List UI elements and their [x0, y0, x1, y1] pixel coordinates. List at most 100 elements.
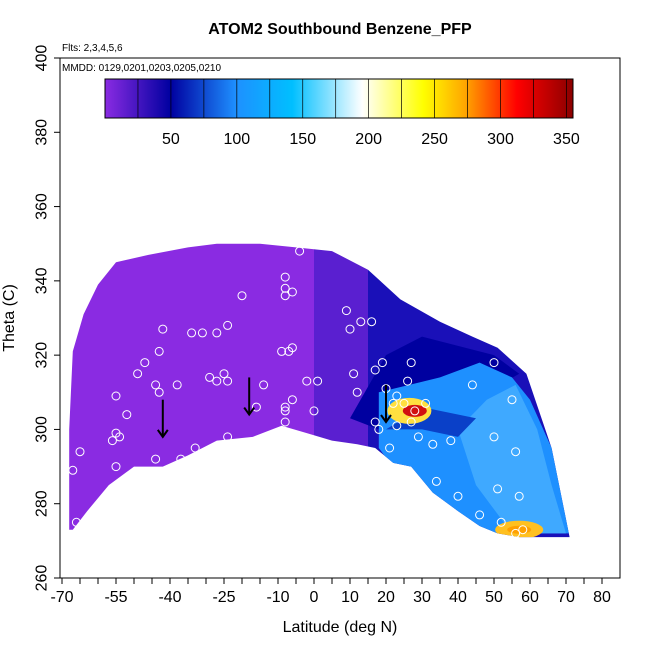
sample-point — [493, 484, 503, 494]
sample-point — [280, 272, 290, 282]
x-tick-label: -70 — [50, 589, 73, 606]
arrow-marker — [380, 384, 392, 424]
sample-point — [115, 488, 125, 498]
y-tick-label: 360 — [34, 193, 51, 220]
sample-point — [453, 491, 463, 501]
sample-point — [111, 462, 121, 472]
colorbar — [104, 78, 574, 119]
sample-point — [374, 424, 384, 434]
sample-point — [392, 421, 402, 431]
colorbar-tick-label: 250 — [421, 131, 448, 148]
sample-point — [75, 447, 85, 457]
sample-point — [280, 406, 290, 416]
sample-point — [370, 417, 380, 427]
sample-point — [392, 391, 402, 401]
hotspot-inner — [402, 404, 427, 417]
sample-point — [151, 380, 161, 390]
sample-point — [475, 510, 485, 520]
sample-point — [514, 491, 524, 501]
sample-point — [172, 380, 182, 390]
sample-point — [410, 406, 420, 416]
sample-point — [280, 283, 290, 293]
sample-point — [219, 369, 229, 379]
sample-point — [511, 447, 521, 457]
sample-point — [518, 525, 528, 535]
sample-point — [151, 454, 161, 464]
colorbar-tick-label: 200 — [355, 131, 382, 148]
sample-point — [197, 328, 207, 338]
sample-point — [154, 387, 164, 397]
field-region-purple — [69, 243, 314, 538]
arrow-marker — [156, 399, 169, 439]
sample-point — [280, 402, 290, 412]
heatmap-field — [69, 243, 570, 538]
field-region-skyblue — [458, 384, 566, 534]
colorbar-tick-label: 300 — [487, 131, 514, 148]
sample-point — [140, 358, 150, 368]
arrow-marker — [243, 377, 256, 417]
sample-point — [111, 391, 121, 401]
y-tick-label: 320 — [34, 342, 51, 369]
sample-point — [352, 254, 362, 264]
colorbar-tick-label: 350 — [553, 131, 580, 148]
sample-point — [223, 320, 233, 330]
x-tick-label: -10 — [266, 589, 289, 606]
sample-point — [71, 517, 81, 527]
y-tick-label: 380 — [34, 119, 51, 146]
sample-point — [428, 439, 438, 449]
sample-point — [413, 432, 423, 442]
x-tick-label: 30 — [413, 589, 431, 606]
sample-point — [158, 324, 168, 334]
sample-point — [280, 291, 290, 301]
sample-point — [388, 398, 398, 408]
sample-point — [223, 432, 233, 442]
sample-point — [406, 417, 416, 427]
sample-point — [223, 376, 233, 386]
sample-point — [338, 246, 348, 256]
sample-point — [496, 517, 506, 527]
sample-points — [68, 246, 528, 538]
sample-point — [446, 436, 456, 446]
colorbar-tick-label: 50 — [162, 131, 180, 148]
x-tick-label: -40 — [158, 589, 181, 606]
chart-title: ATOM2 Southbound Benzene_PFP — [208, 21, 472, 38]
sample-point — [507, 395, 517, 405]
sample-point — [349, 369, 359, 379]
sample-point — [385, 443, 395, 453]
x-tick-label: 10 — [341, 589, 359, 606]
x-tick-label: 40 — [449, 589, 467, 606]
sample-point — [309, 406, 319, 416]
sample-point — [212, 328, 222, 338]
sample-point — [122, 410, 132, 420]
x-tick-label: -55 — [104, 589, 127, 606]
sample-point — [295, 246, 305, 256]
plot-frame — [59, 57, 621, 579]
x-axis: -70 -55 -40 -25 -10 0 10 20 30 40 50 60 70 80 — [50, 578, 611, 606]
sample-point — [352, 387, 362, 397]
x-tick-label: 50 — [485, 589, 503, 606]
sample-point — [489, 358, 499, 368]
sample-point — [277, 346, 287, 356]
sample-point — [421, 398, 431, 408]
sample-point — [154, 346, 164, 356]
arrow-markers — [156, 377, 392, 439]
colorbar-ticks: 50 100 150 200 250 300 350 — [137, 79, 580, 148]
x-tick-label: 0 — [310, 589, 319, 606]
sample-point — [341, 306, 351, 316]
sample-point — [259, 380, 269, 390]
sample-point — [399, 398, 409, 408]
sample-point — [467, 380, 477, 390]
y-tick-label: 280 — [34, 490, 51, 517]
sample-point — [511, 528, 521, 538]
sample-point — [403, 376, 413, 386]
sample-point — [377, 358, 387, 368]
sample-point — [367, 317, 377, 327]
sample-point — [280, 417, 290, 427]
sample-point — [431, 476, 441, 486]
sample-point — [287, 343, 297, 353]
x-axis-label: Latitude (deg N) — [283, 619, 398, 636]
y-axis: 260 280 300 320 340 360 380 400 — [34, 45, 60, 591]
sample-point — [68, 465, 78, 475]
sample-point — [212, 376, 222, 386]
